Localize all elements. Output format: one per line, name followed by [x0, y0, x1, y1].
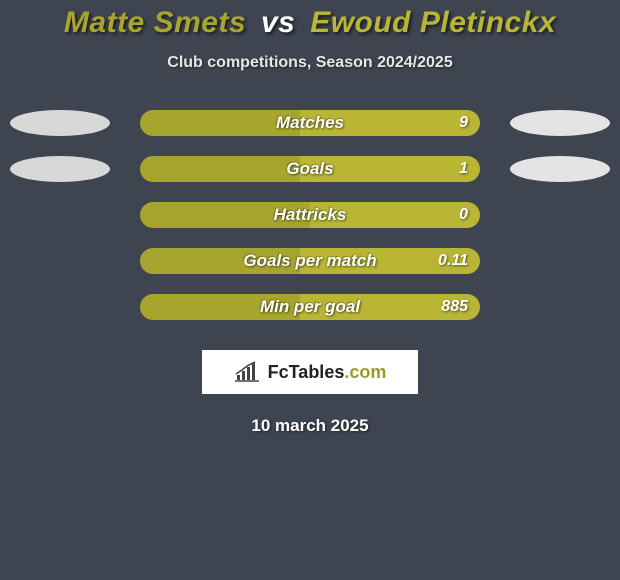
subtitle: Club competitions, Season 2024/2025 [167, 54, 452, 72]
stat-bar: Matches 9 [140, 110, 480, 136]
stat-row: Matches 9 [0, 110, 620, 136]
bar-chart-icon [234, 361, 262, 383]
vs-separator: vs [261, 6, 295, 39]
stat-label: Min per goal [260, 297, 360, 317]
stat-label: Matches [276, 113, 344, 133]
page-title: Matte Smets vs Ewoud Pletinckx [64, 6, 556, 40]
comparison-infographic: Matte Smets vs Ewoud Pletinckx Club comp… [0, 0, 620, 436]
stat-label: Goals per match [243, 251, 376, 271]
stat-value-right: 0.11 [438, 252, 468, 270]
bar-left-fill [140, 156, 300, 182]
player2-name: Ewoud Pletinckx [310, 6, 556, 39]
stat-value-right: 0 [459, 206, 468, 224]
stat-bar: Hattricks 0 [140, 202, 480, 228]
stat-bar: Goals per match 0.11 [140, 248, 480, 274]
date-label: 10 march 2025 [251, 416, 368, 436]
stat-row: Goals 1 [0, 156, 620, 182]
stat-value-right: 885 [441, 298, 468, 316]
player1-name: Matte Smets [64, 6, 246, 39]
stat-label: Hattricks [274, 205, 347, 225]
player1-ellipse [10, 156, 110, 182]
logo-text: FcTables.com [268, 362, 387, 383]
stat-row: Min per goal 885 [0, 294, 620, 320]
stat-row: Hattricks 0 [0, 202, 620, 228]
logo-domain: .com [344, 362, 386, 382]
stats-area: Matches 9 Goals 1 Hattricks 0 Goals per match 0… [0, 110, 620, 320]
stat-value-right: 9 [459, 114, 468, 132]
player2-ellipse [510, 110, 610, 136]
player2-ellipse [510, 156, 610, 182]
site-logo: FcTables.com [202, 350, 418, 394]
player1-ellipse [10, 110, 110, 136]
logo-brand: FcTables [268, 362, 345, 382]
stat-label: Goals [286, 159, 333, 179]
stat-bar: Goals 1 [140, 156, 480, 182]
stat-value-right: 1 [459, 160, 468, 178]
stat-bar: Min per goal 885 [140, 294, 480, 320]
stat-row: Goals per match 0.11 [0, 248, 620, 274]
